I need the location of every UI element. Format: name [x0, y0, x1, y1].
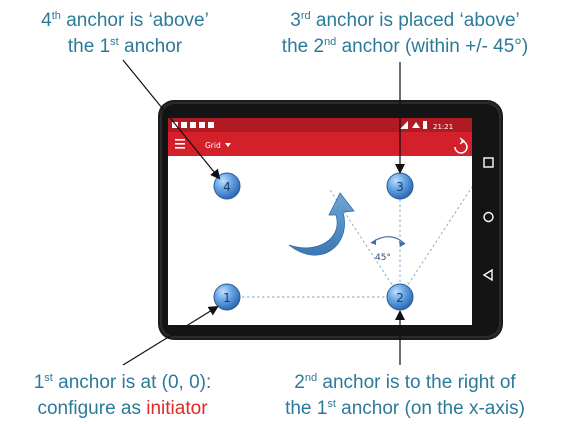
anchor-2[interactable]: 2 [386, 283, 414, 311]
caption-line: 2nd anchor is to the right of [255, 370, 555, 396]
caption-text: anchor is to the right of [317, 372, 516, 393]
anchor-label: 1 [223, 291, 231, 305]
status-time: 21:21 [433, 123, 453, 131]
android-nav-bar [482, 157, 494, 282]
caption-text: the 1 [67, 36, 111, 57]
status-bar: 21:21 [168, 118, 472, 132]
toolbar-title[interactable]: Grid [205, 141, 221, 150]
caption-text: anchor (on the x-axis) [335, 398, 525, 419]
caption-anchor-4: 4th anchor is ‘above’ the 1st anchor [25, 8, 225, 60]
triangle-back-icon[interactable] [482, 268, 493, 282]
caret-down-icon[interactable] [225, 143, 231, 147]
caption-text: 1 [33, 372, 45, 393]
app-toolbar: Grid [168, 132, 472, 156]
callout-arrow-4 [122, 59, 221, 180]
notification-icon [190, 122, 196, 128]
angle-indicator: 45° [370, 236, 406, 263]
caption-line: the 1st anchor [25, 34, 225, 60]
caption-text: anchor (within +/- 45°) [336, 36, 529, 57]
anchor-label: 2 [396, 291, 404, 305]
caption-line: 3rd anchor is placed ‘above’ [255, 8, 555, 34]
notification-icon [181, 122, 187, 128]
angle-label: 45° [375, 253, 391, 263]
caption-ordinal: th [51, 10, 61, 22]
anchor-4[interactable]: 4 [213, 172, 241, 200]
caption-anchor-3: 3rd anchor is placed ‘above’ the 2nd anc… [255, 8, 555, 60]
caption-text: the 2 [281, 36, 325, 57]
caption-text: 4 [41, 10, 52, 31]
caption-text: anchor is placed ‘above’ [310, 10, 520, 31]
caption-text: configure as [37, 398, 147, 419]
rotation-arrow-icon [288, 192, 355, 256]
anchor-label: 4 [223, 180, 231, 194]
caption-text: anchor is at (0, 0): [52, 372, 212, 393]
battery-icon [423, 121, 427, 129]
plus-45-guide [399, 186, 473, 298]
signal-icon [400, 121, 408, 129]
caption-text: 2 [294, 372, 305, 393]
initiator-highlight: initiator [146, 398, 208, 419]
caption-text: anchor [118, 36, 183, 57]
caption-line: configure as initiator [10, 396, 235, 422]
notification-icon [208, 122, 214, 128]
notification-icon [199, 122, 205, 128]
caption-text: the 1 [285, 398, 328, 419]
caption-line: 1st anchor is at (0, 0): [10, 370, 235, 396]
caption-ordinal: nd [324, 36, 337, 48]
anchor-1[interactable]: 1 [213, 283, 241, 311]
caption-line: the 1st anchor (on the x-axis) [255, 396, 555, 422]
square-nav-icon[interactable] [483, 157, 494, 168]
caption-anchor-2: 2nd anchor is to the right of the 1st an… [255, 370, 555, 422]
caption-text: 3 [290, 10, 301, 31]
caption-line: 4th anchor is ‘above’ [25, 8, 225, 34]
callout-arrow-1 [122, 305, 219, 366]
caption-ordinal: st [110, 36, 119, 48]
notification-icon [172, 122, 178, 128]
caption-ordinal: st [327, 398, 336, 410]
caption-text: anchor is ‘above’ [60, 10, 209, 31]
hamburger-menu-icon[interactable] [175, 139, 185, 149]
caption-line: the 2nd anchor (within +/- 45°) [255, 34, 555, 60]
caption-anchor-1: 1st anchor is at (0, 0): configure as in… [10, 370, 235, 422]
refresh-icon[interactable] [454, 140, 468, 154]
caption-ordinal: rd [300, 10, 311, 22]
anchor-3[interactable]: 3 [386, 172, 414, 200]
wifi-icon [412, 122, 420, 128]
caption-ordinal: st [44, 372, 53, 384]
anchor-label: 3 [396, 180, 404, 194]
caption-ordinal: nd [304, 372, 318, 384]
callout-arrows [122, 59, 405, 366]
circle-nav-icon[interactable] [483, 211, 494, 223]
